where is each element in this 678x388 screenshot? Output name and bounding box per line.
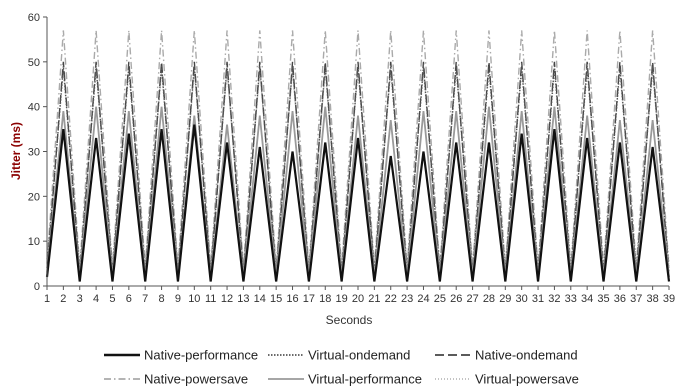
x-tick-label: 30 <box>516 293 528 305</box>
x-tick-label: 38 <box>647 293 659 305</box>
legend: Native-performance Virtual-ondemand Native… <box>104 348 579 387</box>
x-tick-label: 14 <box>254 293 266 305</box>
series-line-virtual-performance <box>46 106 670 278</box>
legend-label: Native-powersave <box>144 372 248 387</box>
legend-label: Native-performance <box>144 348 258 363</box>
x-tick-label: 35 <box>597 293 609 305</box>
x-tick-label: 2 <box>60 293 66 305</box>
y-tick-label: 10 <box>28 236 40 248</box>
x-tick-label: 7 <box>142 293 148 305</box>
legend-label: Virtual-performance <box>308 372 422 387</box>
x-tick-label: 26 <box>450 293 462 305</box>
x-tick-label: 15 <box>270 293 282 305</box>
x-tick-label: 4 <box>93 293 99 305</box>
x-tick-label: 33 <box>565 293 577 305</box>
x-tick-label: 29 <box>499 293 511 305</box>
x-tick-label: 3 <box>77 293 83 305</box>
x-tick-label: 8 <box>159 293 165 305</box>
x-tick-label: 39 <box>663 293 675 305</box>
x-tick-label: 13 <box>237 293 249 305</box>
x-tick-label: 21 <box>368 293 380 305</box>
x-tick-label: 23 <box>401 293 413 305</box>
legend-label: Native-ondemand <box>475 348 578 363</box>
y-tick-label: 40 <box>28 102 40 114</box>
x-tick-label: 19 <box>336 293 348 305</box>
x-tick-label: 22 <box>385 293 397 305</box>
series-line-native-powersave <box>46 30 670 269</box>
y-tick-label: 60 <box>28 12 40 24</box>
legend-label: Virtual-powersave <box>475 372 579 387</box>
x-tick-label: 11 <box>205 293 216 305</box>
x-axis-title: Seconds <box>326 313 373 327</box>
y-tick-label: 30 <box>28 147 40 159</box>
series-line-native-performance <box>45 124 671 282</box>
x-tick-label: 20 <box>352 293 364 305</box>
series-line-native-ondemand <box>46 61 670 278</box>
series-lines <box>45 30 671 282</box>
y-tick-labels: 0 10 20 30 40 50 60 <box>28 12 47 293</box>
x-tick-label: 25 <box>434 293 446 305</box>
legend-label: Virtual-ondemand <box>308 348 410 363</box>
y-tick-label: 50 <box>28 57 40 69</box>
y-tick-label: 20 <box>28 191 40 203</box>
x-tick-label: 27 <box>466 293 478 305</box>
x-tick-label: 18 <box>319 293 331 305</box>
x-tick-label: 5 <box>109 293 115 305</box>
x-tick-label: 17 <box>303 293 315 305</box>
x-tick-label: 16 <box>286 293 298 305</box>
x-tick-label: 32 <box>548 293 560 305</box>
y-tick-label: 0 <box>34 281 40 293</box>
x-tick-label: 37 <box>630 293 642 305</box>
x-tick-label: 34 <box>581 293 593 305</box>
x-tick-label: 12 <box>221 293 233 305</box>
x-tick-label: 1 <box>44 293 50 305</box>
x-tick-label: 9 <box>175 293 181 305</box>
x-tick-label: 28 <box>483 293 495 305</box>
x-tick-label: 6 <box>126 293 132 305</box>
series-line-virtual-ondemand <box>46 66 670 273</box>
y-axis-title: Jitter (ms) <box>9 122 23 180</box>
x-tick-label: 10 <box>188 293 200 305</box>
x-tick-label: 36 <box>614 293 626 305</box>
x-tick-label: 31 <box>532 293 544 305</box>
x-tick-label: 24 <box>417 293 429 305</box>
x-tick-labels: 1 2 3 4 5 6 7 8 9 10 11 12 13 14 15 16 17 18 19 20 21 22 23 24 2… <box>44 286 675 305</box>
